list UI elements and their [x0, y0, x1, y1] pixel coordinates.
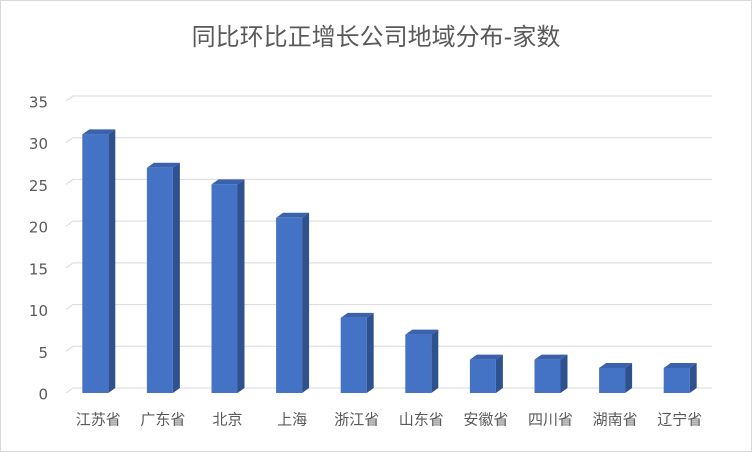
- bar-side: [172, 162, 180, 393]
- chart-title: 同比环比正增长公司地域分布-家数: [192, 23, 561, 51]
- bar-top: [276, 212, 310, 218]
- bar-side: [689, 362, 697, 393]
- y-tick-label: 15: [29, 260, 48, 278]
- bar: [663, 367, 690, 393]
- y-tick-label: 5: [38, 344, 48, 362]
- bar-top: [663, 362, 697, 368]
- grid-line: [65, 220, 712, 227]
- bar: [599, 367, 626, 393]
- grid-line: [65, 178, 712, 185]
- bar-side: [495, 354, 503, 393]
- bar-side: [237, 179, 245, 393]
- x-tick-label: 江苏省: [76, 411, 121, 429]
- y-tick-label: 10: [29, 302, 48, 320]
- y-tick-label: 35: [29, 94, 48, 112]
- bar-top: [599, 362, 633, 368]
- bar-top: [405, 329, 439, 335]
- y-tick-label: 20: [29, 219, 48, 237]
- bar: [211, 184, 238, 393]
- x-tick-label: 湖南省: [593, 411, 638, 429]
- bar: [469, 359, 496, 393]
- x-tick-label: 上海: [277, 411, 307, 429]
- bar-top: [469, 354, 503, 360]
- x-tick-label: 浙江省: [334, 411, 379, 429]
- x-tick-label: 安徽省: [463, 411, 508, 429]
- x-tick-label: 北京: [212, 411, 242, 429]
- bar-side: [302, 212, 310, 393]
- bar-top: [146, 162, 180, 168]
- bar: [534, 359, 561, 393]
- bar-side: [431, 329, 439, 393]
- bar-top: [534, 354, 568, 360]
- bar-top: [82, 129, 116, 135]
- bar-side: [560, 354, 568, 393]
- y-tick-label: 30: [29, 135, 48, 153]
- x-tick-label: 山东省: [399, 411, 444, 429]
- grid-line: [65, 137, 712, 144]
- bar-top: [211, 179, 245, 185]
- x-tick-label: 广东省: [140, 411, 185, 429]
- y-tick-label: 25: [29, 177, 48, 195]
- bar: [82, 134, 109, 393]
- y-tick-label: 0: [38, 386, 48, 404]
- bar: [276, 217, 303, 393]
- bar: [405, 334, 432, 393]
- x-tick-label: 四川省: [528, 411, 573, 429]
- grid-line: [65, 95, 712, 102]
- bar-side: [108, 129, 116, 393]
- bar-side: [366, 312, 374, 393]
- bar-side: [625, 362, 633, 393]
- grid-line: [65, 304, 712, 310]
- grid-line: [65, 345, 712, 352]
- bar-top: [340, 312, 374, 318]
- x-tick-label: 辽宁省: [657, 411, 702, 429]
- grid-line: [65, 262, 712, 269]
- bar: [146, 167, 173, 393]
- bar: [340, 317, 367, 393]
